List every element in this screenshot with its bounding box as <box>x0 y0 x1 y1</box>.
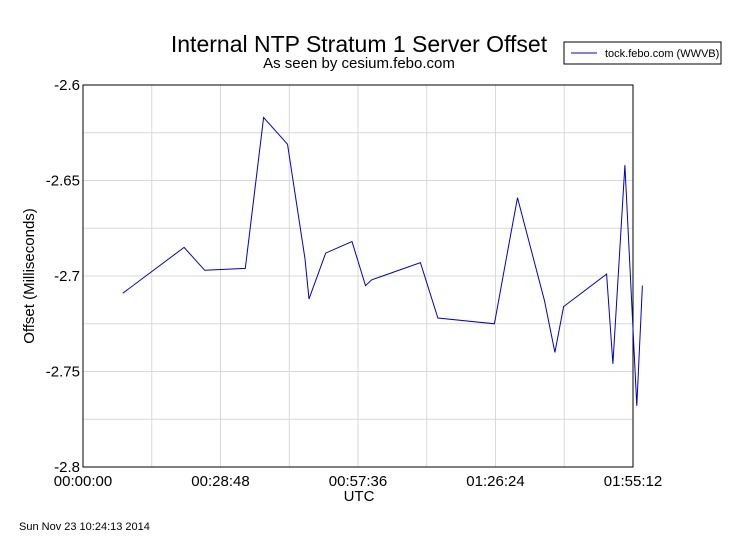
footer-timestamp: Sun Nov 23 10:24:13 2014 <box>19 521 150 533</box>
series-line <box>122 116 643 406</box>
chart-subtitle: As seen by cesium.febo.com <box>263 55 455 72</box>
y-tick-labels: -2.6 -2.65 -2.7 -2.75 -2.8 <box>46 77 80 476</box>
chart-grid <box>83 85 633 467</box>
x-axis-label: UTC <box>344 488 375 505</box>
series-layer <box>122 116 643 406</box>
y-tick-label: -2.8 <box>54 459 80 476</box>
legend-box <box>563 41 722 65</box>
legend: tock.febo.com (WWVB) <box>563 41 722 65</box>
x-tick-label: 01:55:12 <box>604 473 662 490</box>
y-axis-label: Offset (Milliseconds) <box>21 208 38 344</box>
x-tick-label: 00:28:48 <box>191 473 249 490</box>
chart-title: Internal NTP Stratum 1 Server Offset <box>171 31 548 57</box>
plot-frame <box>82 84 634 468</box>
legend-entry-label: tock.febo.com (WWVB) <box>605 48 719 60</box>
x-tick-label: 01:26:24 <box>466 473 524 490</box>
x-tick-labels: 00:00:00 00:28:48 00:57:36 01:26:24 01:55:12 <box>54 473 662 490</box>
y-tick-label: -2.6 <box>54 77 80 94</box>
y-tick-label: -2.75 <box>46 364 80 381</box>
y-tick-label: -2.65 <box>46 173 80 190</box>
x-tick-label: 00:57:36 <box>329 473 387 490</box>
x-tick-label: 00:00:00 <box>54 473 112 490</box>
y-tick-label: -2.7 <box>54 268 80 285</box>
